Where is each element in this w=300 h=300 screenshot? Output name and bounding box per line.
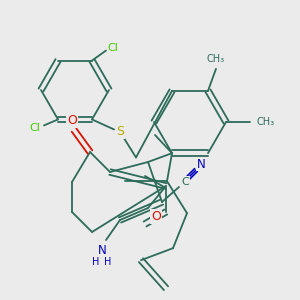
Text: Cl: Cl — [30, 123, 40, 134]
Text: CH₃: CH₃ — [257, 117, 275, 127]
Text: O: O — [151, 209, 161, 223]
Text: N: N — [196, 158, 206, 170]
Text: H: H — [104, 257, 112, 267]
Text: CH₃: CH₃ — [207, 54, 225, 64]
Text: O: O — [67, 113, 77, 127]
Text: Cl: Cl — [108, 43, 118, 52]
Text: S: S — [116, 125, 124, 138]
Text: C: C — [181, 177, 189, 187]
Text: H: H — [92, 257, 100, 267]
Text: N: N — [98, 244, 106, 256]
